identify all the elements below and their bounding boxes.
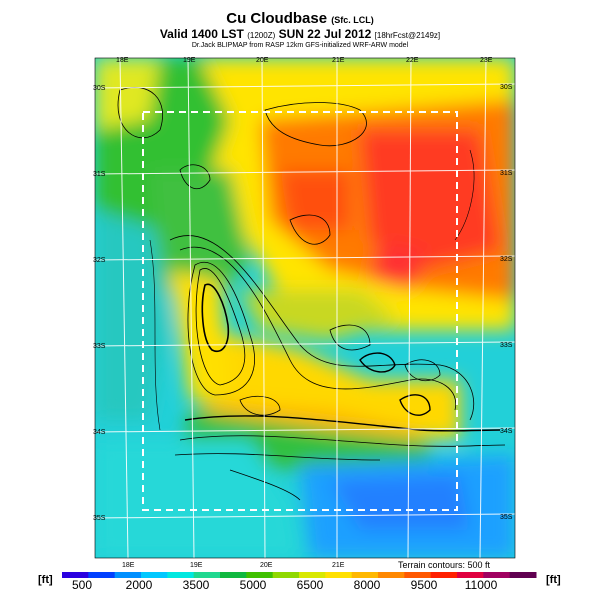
colorbar-label: 8000 bbox=[353, 578, 381, 592]
terrain-contour-note: Terrain contours: 500 ft bbox=[398, 560, 491, 570]
colorbar-label: 6500 bbox=[296, 578, 324, 592]
lat-label-right: 34S bbox=[500, 428, 513, 435]
lon-label-top: 21E bbox=[332, 57, 345, 64]
colorbar-swatch bbox=[193, 572, 221, 578]
model-credit: Dr.Jack BLIPMAP from RASP 12km GFS-initi… bbox=[191, 42, 409, 49]
lat-label-left: 31S bbox=[93, 171, 106, 178]
colorbar-swatch bbox=[378, 572, 405, 578]
lat-label-right: 30S bbox=[500, 84, 513, 91]
lon-label-bottom: 20E bbox=[260, 562, 273, 569]
inner-domain-box bbox=[142, 111, 458, 511]
colorbar-swatch bbox=[246, 572, 274, 578]
lon-label-top: 20E bbox=[256, 57, 269, 64]
graticule bbox=[95, 58, 515, 558]
lon-label-top: 23E bbox=[480, 57, 493, 64]
colorbar-swatch bbox=[272, 572, 300, 578]
colorbar-swatch bbox=[404, 572, 432, 578]
colorbar-swatch bbox=[483, 572, 511, 578]
colorbar-label: 3500 bbox=[182, 578, 210, 592]
colorbar-unit-right: [ft] bbox=[546, 574, 561, 586]
lon-label-bottom: 21E bbox=[332, 562, 345, 569]
lat-label-left: 33S bbox=[93, 343, 106, 350]
colorbar-swatch bbox=[88, 572, 116, 578]
lat-label-right: 33S bbox=[500, 342, 513, 349]
colorbar-swatch bbox=[299, 572, 326, 578]
map-title: Cu Cloudbase (Sfc. LCL) bbox=[226, 10, 374, 27]
lat-label-right: 31S bbox=[500, 170, 513, 177]
lon-label-top: 18E bbox=[116, 57, 129, 64]
lon-label-top: 22E bbox=[406, 57, 419, 64]
colorbar-swatch bbox=[457, 572, 484, 578]
colorbar bbox=[62, 572, 537, 578]
colorbar-swatch bbox=[167, 572, 195, 578]
valid-time: Valid 1400 LST (1200Z) SUN 22 Jul 2012 [… bbox=[159, 27, 441, 41]
lon-label-bottom: 19E bbox=[190, 562, 203, 569]
lon-label-top: 19E bbox=[183, 57, 196, 64]
colorbar-swatch bbox=[351, 572, 379, 578]
colorbar-label: 11000 bbox=[464, 578, 498, 592]
cloudbase-field bbox=[95, 58, 515, 558]
colorbar-swatch bbox=[141, 572, 168, 578]
colorbar-label: 2000 bbox=[125, 578, 153, 592]
colorbar-swatch bbox=[430, 572, 458, 578]
lat-label-left: 34S bbox=[93, 429, 106, 436]
colorbar-swatch bbox=[325, 572, 353, 578]
colorbar-unit-left: [ft] bbox=[38, 574, 53, 586]
colorbar-swatch bbox=[114, 572, 142, 578]
colorbar-swatch bbox=[509, 572, 537, 578]
lat-label-left: 32S bbox=[93, 257, 106, 264]
terrain-contours bbox=[117, 87, 506, 501]
colorbar-label: 5000 bbox=[239, 578, 267, 592]
lat-label-right: 35S bbox=[500, 514, 513, 521]
plot-frame bbox=[94, 57, 516, 559]
colorbar-label: 500 bbox=[71, 578, 93, 592]
lat-label-left: 35S bbox=[93, 515, 106, 522]
lat-label-left: 30S bbox=[93, 85, 106, 92]
colorbar-swatch bbox=[62, 572, 89, 578]
colorbar-label: 9500 bbox=[410, 578, 438, 592]
colorbar-swatch bbox=[220, 572, 247, 578]
lat-label-right: 32S bbox=[500, 256, 513, 263]
lon-label-bottom: 18E bbox=[122, 562, 135, 569]
